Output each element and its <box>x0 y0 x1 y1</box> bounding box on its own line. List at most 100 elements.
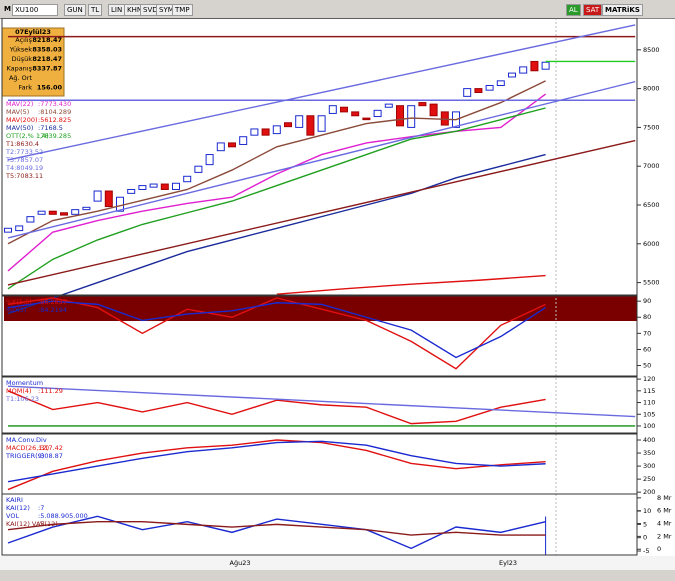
series-line <box>7 440 546 483</box>
candle-body <box>508 72 516 78</box>
candle-body <box>82 206 91 211</box>
y-tick-label: 100 <box>643 422 655 430</box>
info-value: 8358.03 <box>32 46 62 54</box>
info-label: Açılış <box>15 36 32 44</box>
candle-body <box>4 227 12 233</box>
candle-body <box>485 85 494 91</box>
y-tick-label: 350 <box>643 449 655 457</box>
candle-body <box>104 190 113 208</box>
candle-body <box>48 210 57 215</box>
date-label: Ağu23 <box>230 559 251 567</box>
series-line <box>7 80 546 245</box>
info-value: 8337.87 <box>32 65 62 73</box>
legend-name: %K(5,5) <box>6 298 32 306</box>
series-line <box>276 274 546 295</box>
button[interactable]: SVD <box>140 4 161 16</box>
legend-name: T4:8049.19 <box>5 164 43 172</box>
candle-body <box>362 117 371 121</box>
y-tick-label: 60 <box>643 345 651 353</box>
series-line <box>7 515 546 550</box>
series-line <box>7 80 636 239</box>
candle-body <box>216 142 225 152</box>
series-line <box>7 107 546 290</box>
y-tick-label: 105 <box>643 410 655 418</box>
candle-body <box>93 190 102 202</box>
series-line <box>7 439 546 491</box>
y-tick-label: 115 <box>643 387 655 395</box>
y-tick-label: 6000 <box>643 240 660 248</box>
candle-body <box>71 209 80 215</box>
candle-body <box>463 88 472 97</box>
brand[interactable]: MATRiKS <box>602 4 643 16</box>
legend-value: :5.088.905.000 <box>38 512 88 520</box>
info-label: Kapanış <box>6 65 32 73</box>
info-date: 07Eylül23 <box>15 28 51 36</box>
info-value: 8218.47 <box>32 55 62 63</box>
y2-tick-label: 8 Mr <box>657 494 672 502</box>
y-tick-label: 80 <box>643 313 651 321</box>
candle-body <box>284 122 292 128</box>
info-value: 8218.47 <box>32 36 62 44</box>
candle-body <box>530 60 539 72</box>
legend-value: :7 <box>38 504 44 512</box>
legend-value: :7168.5 <box>38 124 63 132</box>
button[interactable]: LIN <box>108 4 126 16</box>
candle-body <box>194 165 203 173</box>
legend-value: :86.2857 <box>38 298 67 306</box>
y2-tick-label: 4 Mr <box>657 520 672 528</box>
panel-title: Momentum <box>6 379 43 387</box>
y-tick-label: 0 <box>643 534 647 542</box>
legend-name: MACD(26,12) <box>6 444 49 452</box>
chart-area: 07Eylül23 Ağu23 Eyl23 Açılış 8218.47Yükse… <box>0 18 675 581</box>
panel-frame <box>1 376 638 434</box>
y-tick-label: -5 <box>643 547 649 555</box>
candle-body <box>328 105 337 114</box>
buy-button[interactable]: AL <box>566 4 581 16</box>
legend-name: KAI(12) VAV(12) <box>6 520 58 528</box>
series-line <box>7 390 546 425</box>
candle-body <box>272 125 281 135</box>
legend-value: :317.42 <box>38 444 63 452</box>
candle-body <box>418 102 427 107</box>
button[interactable]: SYM <box>156 4 177 16</box>
plot-layer <box>4 24 636 555</box>
y-tick-label: 400 <box>643 436 655 444</box>
button[interactable]: TL <box>88 4 103 16</box>
y-tick-label: 5500 <box>643 279 660 287</box>
y-tick-label: 120 <box>643 375 655 383</box>
symbol-box[interactable]: XU100 <box>12 4 58 16</box>
candle-body <box>519 66 528 74</box>
y2-tick-label: 2 Mr <box>657 532 672 540</box>
sell-button[interactable]: SAT <box>583 4 603 16</box>
legend-value: :7773.430 <box>38 100 71 108</box>
info-label: Yüksek <box>9 46 32 54</box>
y-tick-label: 70 <box>643 329 651 337</box>
info-label: Düşük <box>12 55 33 63</box>
candle-body <box>205 154 214 166</box>
candle-body <box>373 109 382 118</box>
series-line <box>7 300 546 359</box>
legend-name: T3:7857.07 <box>5 156 43 164</box>
candle-body <box>127 188 136 194</box>
scrollbar[interactable] <box>0 570 675 581</box>
legend-name: MAV(22) <box>6 100 33 108</box>
candle-body <box>474 88 483 93</box>
y-tick-label: 110 <box>643 399 655 407</box>
logo: M <box>4 5 11 13</box>
candle-body <box>261 128 270 136</box>
candle-body <box>541 61 550 70</box>
candle-body <box>60 212 68 216</box>
candle-body <box>496 80 505 87</box>
candle-body <box>384 103 393 108</box>
legend-value: :5612.825 <box>38 116 71 124</box>
date-label: Eyl23 <box>499 559 517 567</box>
candle-body <box>160 183 169 190</box>
info-label: Fark <box>18 84 32 92</box>
candle-body <box>26 216 35 223</box>
y-tick-label: 6500 <box>643 201 660 209</box>
legend-name: MAV(5) <box>6 108 29 116</box>
series-line <box>7 297 546 370</box>
legend-name: T1:8630.4 <box>5 140 39 148</box>
button[interactable]: TMP <box>172 4 193 16</box>
button[interactable]: GUN <box>64 4 86 16</box>
